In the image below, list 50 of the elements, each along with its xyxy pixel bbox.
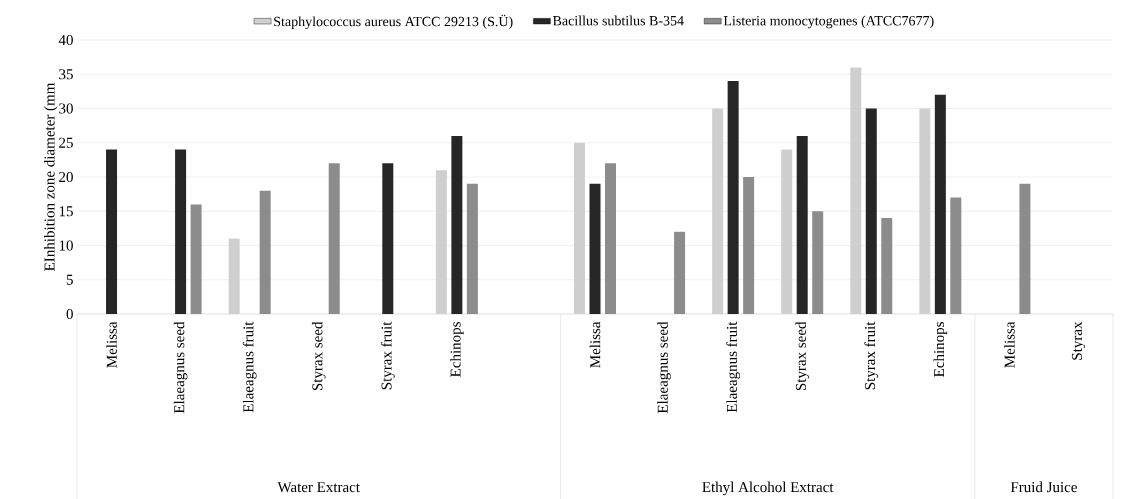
x-tick-label: Elaeagnus fruit — [726, 321, 741, 413]
legend-label: Bacillus subtilus B-354 — [552, 15, 684, 26]
x-tick-label: Styrax fruit — [864, 321, 879, 390]
y-tick-label: 0 — [66, 308, 73, 320]
bar — [328, 163, 340, 314]
bar — [674, 231, 686, 314]
bar — [259, 190, 271, 314]
legend-label: Staphylococcus aureus ATCC 29213 (S.Ü) — [274, 14, 513, 30]
y-tick-label: 20 — [59, 171, 73, 183]
text: Water Extract — [277, 482, 360, 493]
bar — [1019, 183, 1031, 314]
y-tick-label: 5 — [66, 274, 73, 285]
y-axis-title: EInhibition zone diameter (mm — [44, 82, 58, 271]
bar — [881, 218, 893, 314]
x-tick-label: Elaeagnus fruit — [242, 321, 257, 413]
bar — [812, 211, 824, 314]
legend-label: Listeria monocytogenes (ATCC7677) — [723, 15, 934, 29]
bar — [865, 108, 877, 314]
x-tick-label: Melissa — [589, 321, 601, 368]
x-tick-label: Styrax fruit — [380, 321, 395, 390]
y-tick-label: 10 — [59, 240, 73, 251]
bar — [796, 135, 808, 314]
bar — [466, 183, 478, 314]
bar — [727, 81, 739, 314]
bar — [743, 177, 755, 314]
x-tick-label: Echinops — [933, 322, 948, 377]
bar — [382, 163, 394, 314]
bar — [106, 149, 118, 314]
x-tick-label: Elaeagnus seed — [657, 321, 671, 414]
bar — [950, 197, 962, 314]
bar — [175, 149, 187, 314]
y-tick-label: 40 — [58, 34, 73, 46]
x-tick-label: Melissa — [106, 321, 117, 368]
bar — [605, 163, 616, 314]
y-tick-label: 15 — [59, 206, 73, 217]
x-tick-label: Melissa — [1004, 321, 1015, 368]
x-tick-label: Echinops — [450, 322, 464, 377]
x-tick-label: Styrax — [1071, 321, 1086, 360]
text: Fruid Juice — [1010, 481, 1077, 493]
y-tick-label: 30 — [59, 103, 73, 114]
x-tick-label: Elaeagnus seed — [173, 321, 188, 414]
text: Ethyl Alcohol Extract — [702, 481, 834, 496]
y-tick-label: 25 — [59, 137, 73, 148]
bar — [589, 183, 601, 314]
y-tick-label: 35 — [59, 69, 73, 80]
bar — [934, 94, 946, 314]
bar — [451, 135, 463, 314]
x-tick-label: Styrax seed — [311, 321, 326, 391]
x-tick-label: Styrax seed — [795, 321, 810, 391]
bar — [190, 204, 202, 314]
